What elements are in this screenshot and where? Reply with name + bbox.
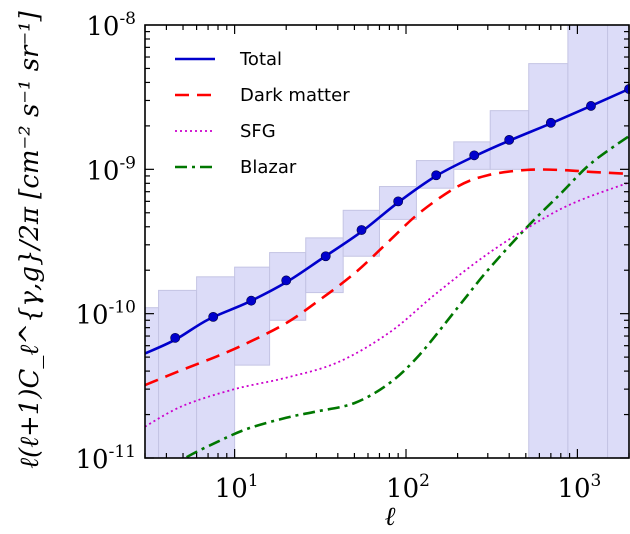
axis-ticks bbox=[144, 25, 630, 459]
y-tick-label: 10-10 bbox=[76, 298, 136, 331]
tick-labels: 101 102 103 10-11 10-10 10-9 10-8 bbox=[76, 9, 602, 504]
total-marker bbox=[246, 295, 257, 306]
error-band-bin-10 bbox=[489, 110, 530, 170]
legend-label-total: Total bbox=[239, 49, 282, 70]
series-line-blazar bbox=[182, 135, 630, 458]
y-tick-label: 10-8 bbox=[86, 9, 136, 42]
total-marker bbox=[504, 134, 515, 145]
y-tick-label: 10-9 bbox=[86, 153, 136, 186]
total-marker bbox=[208, 311, 219, 322]
error-band bbox=[145, 25, 630, 458]
total-marker bbox=[393, 196, 404, 207]
x-tick-label: 101 bbox=[215, 471, 259, 504]
y-axis-label: ℓ(ℓ+1)C_ℓ^{γ,g}/2π [cm⁻² s⁻¹ sr⁻¹] bbox=[15, 10, 45, 468]
total-marker bbox=[281, 275, 292, 286]
legend: Total Dark matter SFG Blazar bbox=[175, 49, 350, 178]
total-marker bbox=[586, 101, 596, 111]
error-band-bin-3 bbox=[234, 266, 271, 366]
total-marker bbox=[431, 170, 442, 181]
x-tick-label: 102 bbox=[386, 471, 430, 504]
total-marker bbox=[545, 117, 556, 128]
total-marker bbox=[320, 251, 331, 262]
error-band-bin-2 bbox=[196, 276, 236, 458]
x-axis-label: ℓ bbox=[385, 502, 396, 532]
total-marker bbox=[469, 150, 480, 161]
legend-label-sfg: SFG bbox=[240, 121, 276, 142]
total-marker bbox=[170, 332, 181, 343]
y-tick-label: 10-11 bbox=[76, 442, 136, 475]
legend-label-blazar: Blazar bbox=[240, 157, 297, 178]
series-line-dark-matter bbox=[145, 168, 630, 387]
error-band-bin-1 bbox=[158, 289, 198, 458]
plot-frame bbox=[144, 24, 630, 459]
total-markers bbox=[170, 84, 630, 343]
total-marker bbox=[356, 225, 367, 235]
error-band-bin-4 bbox=[269, 252, 307, 321]
error-band-bin-12 bbox=[567, 25, 609, 458]
x-tick-label: 103 bbox=[557, 471, 601, 504]
legend-label-dark-matter: Dark matter bbox=[240, 85, 350, 106]
